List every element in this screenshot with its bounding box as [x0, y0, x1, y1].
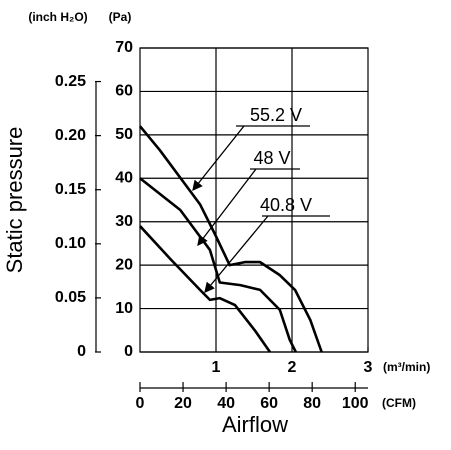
y2-unit: (inch H₂O) [28, 10, 87, 24]
y2-tick-label: 0.05 [55, 289, 86, 306]
y-tick-label: 40 [115, 170, 133, 187]
y-tick-label: 20 [115, 256, 133, 273]
curve [139, 225, 272, 353]
y-tick-label: 60 [115, 83, 133, 100]
series-label: 55.2 V [250, 105, 302, 125]
x2-tick-label: 20 [174, 395, 192, 412]
y-unit: (Pa) [109, 10, 132, 24]
y-axis-title: Static pressure [2, 127, 27, 274]
y2-tick-label: 0.15 [55, 181, 86, 198]
x2-tick-label: 40 [217, 395, 235, 412]
y-tick-label: 10 [115, 300, 133, 317]
leaders [193, 125, 330, 292]
x2-tick-label: 60 [260, 395, 278, 412]
plot-frame [139, 47, 369, 353]
y-tick-label: 50 [115, 126, 133, 143]
series-label: 48 V [253, 148, 290, 168]
y-tick-label: 70 [115, 39, 133, 56]
y2-tick-label: 0.20 [55, 127, 86, 144]
y2-tick-label: 0.25 [55, 73, 86, 90]
y2-tick-label: 0.10 [55, 235, 86, 252]
y-tick-label: 30 [115, 213, 133, 230]
x-tick-label: 1 [212, 359, 221, 376]
x-tick-label: 3 [364, 359, 373, 376]
series-label: 40.8 V [260, 195, 312, 215]
curve [138, 125, 323, 353]
x-axis-title: Airflow [222, 412, 288, 437]
x2-unit: (CFM) [382, 396, 416, 410]
curve [139, 177, 297, 353]
x-tick-label: 2 [288, 359, 297, 376]
x-unit: (m³/min) [383, 360, 430, 374]
leader [193, 125, 310, 190]
y2-tick-label: 0 [77, 343, 86, 360]
y-tick-label: 0 [124, 343, 133, 360]
x2-tick-label: 80 [303, 395, 321, 412]
x2-tick-label: 100 [342, 395, 369, 412]
x2-tick-label: 0 [136, 395, 145, 412]
